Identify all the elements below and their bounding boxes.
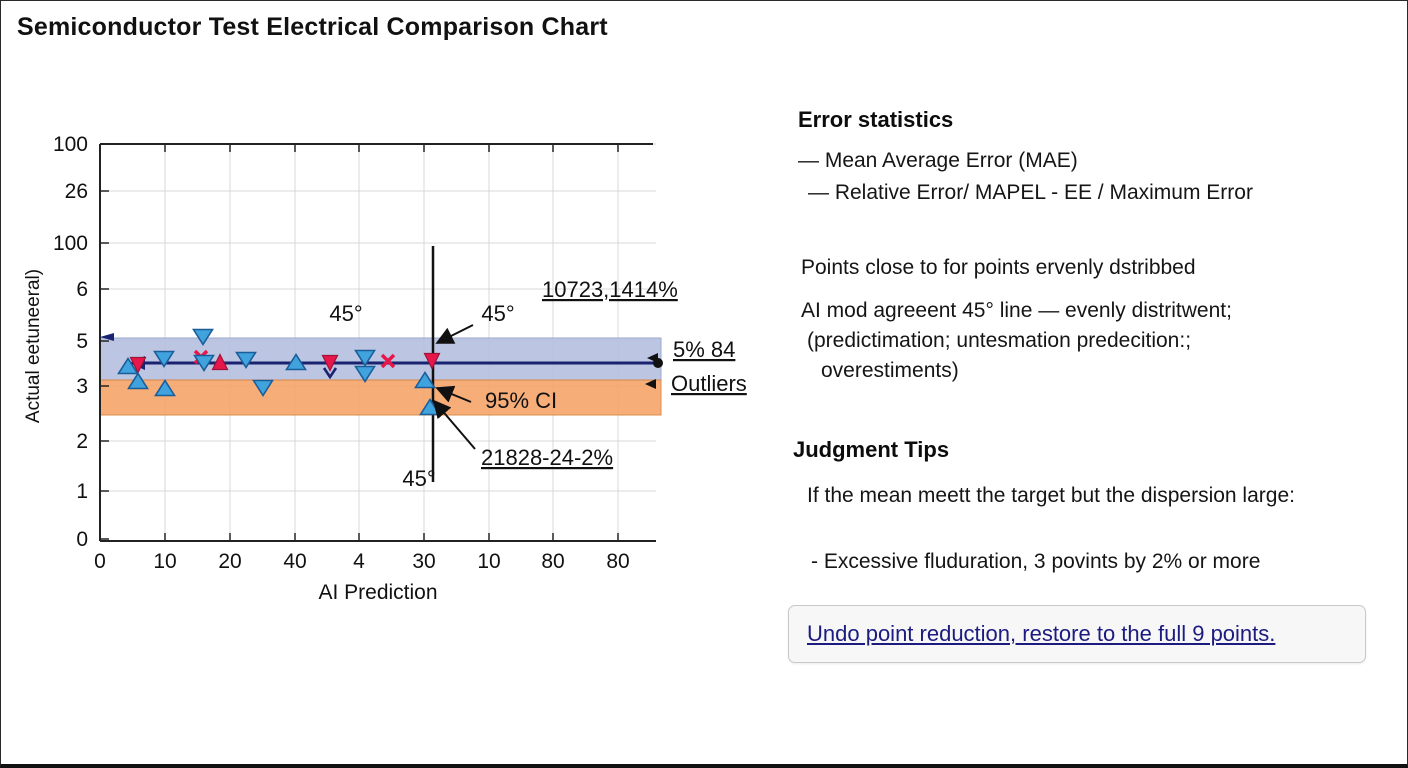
data-point-marker [354,349,376,367]
x-tick-label: 40 [283,550,306,573]
y-tick-label: 100 [53,133,88,156]
chart-annotation: 95% CI [485,388,557,413]
judgment-line: If the mean meett the target but the dis… [807,484,1295,507]
data-point-marker [154,379,176,397]
data-point-marker [211,353,229,371]
upper-ci-band [99,337,662,381]
y-axis-label: Actual eetuneeral) [23,269,44,423]
data-point-marker [193,354,215,372]
y-tick-label: 3 [76,375,88,398]
undo-restore-box: Undo point reduction, restore to the ful… [788,605,1366,663]
x-tick-label: 10 [153,550,176,573]
chart-annotation: 21828-24-2% [481,445,613,470]
x-tick-label: 0 [94,550,106,573]
data-point-marker [321,354,339,372]
chart-annotation: 45° [329,301,362,326]
y-tick-label: 5 [76,330,88,353]
data-point-marker [117,357,139,375]
lower-ci-band [99,379,662,416]
note-line: Points close to for points ervenly dstri… [801,256,1196,279]
x-tick-label: 80 [606,550,629,573]
data-point-marker [252,379,274,397]
y-tick-label: 26 [65,180,88,203]
y-tick-label: 2 [76,430,88,453]
x-tick-label: 4 [353,550,365,573]
x-tick-label: 80 [541,550,564,573]
data-point-marker [380,353,396,369]
note-line: overestiments) [821,359,959,382]
y-tick-label: 0 [76,528,88,551]
x-tick-label: 30 [412,550,435,573]
data-point-marker [414,371,436,389]
note-line: AI mod agreeent 45° line — evenly distri… [801,299,1232,322]
data-point-marker [285,353,307,371]
y-tick-label: 1 [76,480,88,503]
data-point-marker [354,365,376,383]
error-statistics-item: — Mean Average Error (MAE) [798,149,1078,172]
error-statistics-heading: Error statistics [798,107,954,132]
judgment-tips-heading: Judgment Tips [793,437,950,462]
data-point-marker [192,328,214,346]
data-point-marker [423,352,441,370]
data-point-marker [129,356,147,374]
data-point-marker [127,372,149,390]
judgment-bullet: - Excessive fluduration, 3 povints by 2%… [811,550,1261,573]
x-tick-label: 10 [477,550,500,573]
data-point-marker [153,350,175,368]
page-title: Semiconductor Test Electrical Comparison… [17,13,608,41]
undo-restore-link[interactable]: Undo point reduction, restore to the ful… [807,621,1276,646]
chart-annotation: 10723,1414% [542,277,678,302]
data-point-marker [235,351,257,369]
band-pointer-icon [645,379,656,389]
chart-annotation: Outliers [671,371,747,396]
error-statistics-item: — Relative Error/ MAPEL - EE / Maximum E… [808,181,1253,204]
chart-annotation: 45° [402,466,435,491]
annotation-arrow [435,324,474,344]
band-pointer-icon [647,353,658,363]
data-point-marker [322,367,338,380]
x-axis-label: AI Prediction [318,581,437,604]
data-point-marker [100,333,114,341]
annotation-arrow [432,399,476,450]
chart-annotation: 45° [481,301,514,326]
x-tick-label: 20 [218,550,241,573]
annotation-arrow [435,385,472,403]
chart-annotation: 5% 84 [673,337,735,362]
note-line: (predictimation; untesmation predecition… [807,329,1192,352]
y-tick-label: 100 [53,232,88,255]
y-tick-label: 6 [76,278,88,301]
